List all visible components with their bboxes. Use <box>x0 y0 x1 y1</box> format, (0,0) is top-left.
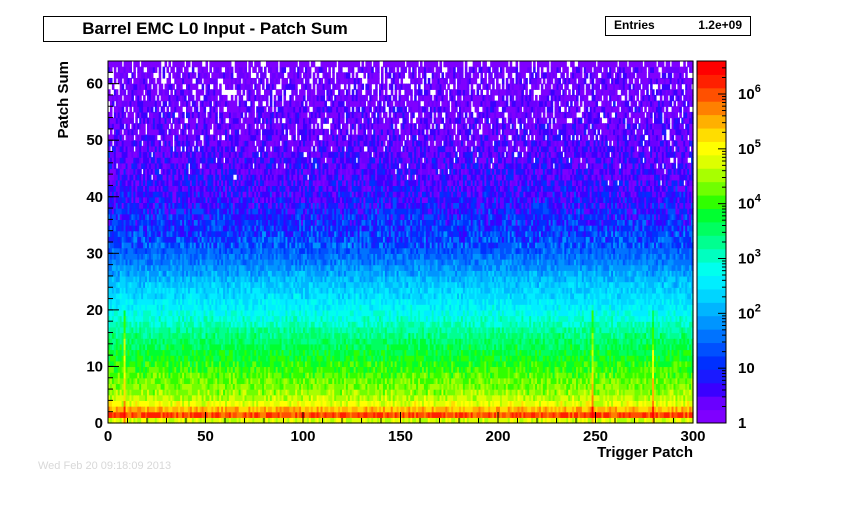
heatmap-cells <box>108 61 694 424</box>
